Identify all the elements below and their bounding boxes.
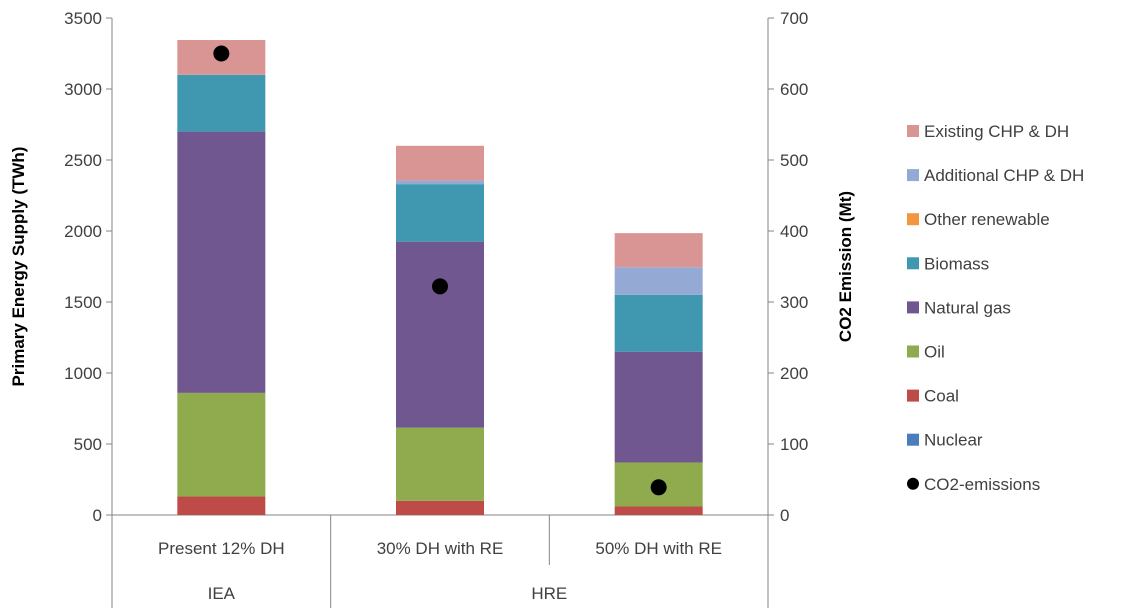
bar-segment[interactable] — [396, 241, 484, 428]
bar-segment[interactable] — [396, 180, 484, 185]
legend-label: CO2-emissions — [924, 475, 1040, 494]
bar-segment[interactable] — [614, 506, 703, 515]
legend-label: Nuclear — [924, 431, 983, 450]
legend-label: Biomass — [924, 254, 989, 273]
bar-segment[interactable] — [396, 427, 484, 501]
legend-swatch — [907, 389, 919, 402]
y-tick-label: 2500 — [64, 151, 102, 170]
y2-axis-title: CO2 Emission (Mt) — [836, 191, 855, 342]
legend-label: Coal — [924, 387, 959, 406]
legend-swatch — [907, 125, 919, 137]
bar-segment[interactable] — [177, 74, 266, 132]
y-axis-title: Primary Energy Supply (TWh) — [9, 147, 28, 387]
legend-swatch — [907, 169, 919, 182]
co2-marker[interactable] — [213, 45, 230, 62]
legend-swatch — [907, 345, 919, 358]
legend-label: Additional CHP & DH — [924, 166, 1084, 185]
bar-segment[interactable] — [396, 184, 484, 242]
y2-tick-label: 400 — [780, 222, 808, 241]
category-label: Present 12% DH — [158, 539, 285, 558]
bar-segment[interactable] — [177, 496, 266, 515]
legend-label: Other renewable — [924, 210, 1050, 229]
y-tick-label: 3000 — [64, 80, 102, 99]
bar-segment[interactable] — [614, 294, 703, 352]
y-tick-label: 1000 — [64, 364, 102, 383]
legend-label: Existing CHP & DH — [924, 122, 1069, 141]
y-tick-label: 3500 — [64, 9, 102, 28]
legend-swatch — [907, 213, 919, 226]
category-label: 50% DH with RE — [595, 539, 722, 558]
group-label: IEA — [208, 584, 236, 603]
y2-tick-label: 700 — [780, 9, 808, 28]
bar-segment[interactable] — [614, 233, 703, 268]
bar-segment[interactable] — [177, 392, 266, 497]
legend-label: Oil — [924, 343, 945, 362]
bar-segment[interactable] — [177, 131, 266, 393]
y2-tick-label: 500 — [780, 151, 808, 170]
bar-segment[interactable] — [614, 267, 703, 295]
y-tick-label: 2000 — [64, 222, 102, 241]
co2-marker[interactable] — [432, 278, 448, 295]
y2-tick-label: 200 — [780, 364, 808, 383]
legend-swatch — [907, 257, 919, 270]
legend-marker — [907, 477, 919, 490]
legend-label: Natural gas — [924, 298, 1011, 317]
bar-segment[interactable] — [396, 145, 484, 181]
category-label: 30% DH with RE — [377, 539, 504, 558]
group-label: HRE — [531, 584, 567, 603]
bar-segment[interactable] — [396, 500, 484, 515]
legend-swatch — [907, 433, 919, 446]
y2-tick-label: 100 — [780, 435, 808, 454]
y-tick-label: 500 — [74, 435, 102, 454]
y-tick-label: 1500 — [64, 293, 102, 312]
legend-swatch — [907, 301, 919, 314]
co2-marker[interactable] — [650, 479, 667, 496]
bar-segment[interactable] — [614, 351, 703, 463]
y2-tick-label: 0 — [780, 506, 789, 525]
y-tick-label: 0 — [93, 506, 102, 525]
y2-tick-label: 300 — [780, 293, 808, 312]
y2-tick-label: 600 — [780, 80, 808, 99]
